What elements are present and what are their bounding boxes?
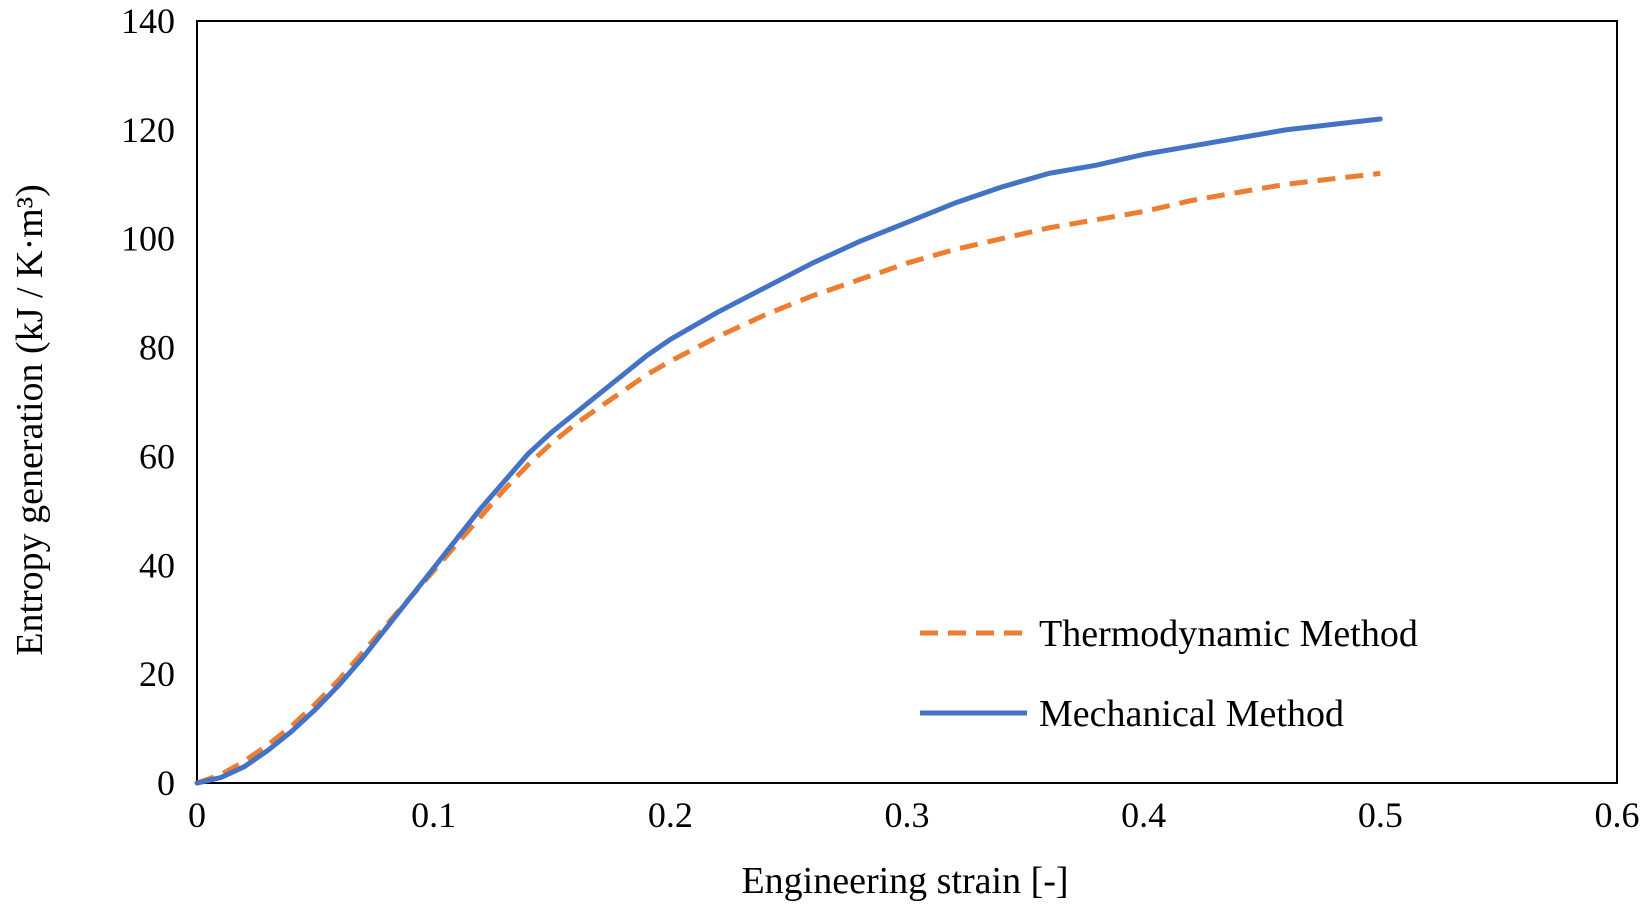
y-tick-label: 120 xyxy=(121,110,175,150)
y-tick-label: 100 xyxy=(121,219,175,259)
legend: Thermodynamic Method Mechanical Method xyxy=(920,613,1418,735)
x-tick-label: 0.6 xyxy=(1595,795,1640,835)
x-axis-ticks: 0 0.1 0.2 0.3 0.4 0.5 0.6 xyxy=(188,795,1640,835)
mechanical-series-line xyxy=(194,116,1383,786)
y-tick-label: 20 xyxy=(139,654,175,694)
y-tick-label: 40 xyxy=(139,545,175,585)
y-tick-label: 0 xyxy=(157,763,175,803)
legend-thermodynamic-label: Thermodynamic Method xyxy=(1039,613,1418,655)
x-tick-label: 0.1 xyxy=(411,795,456,835)
x-tick-label: 0.5 xyxy=(1358,795,1403,835)
y-tick-label: 80 xyxy=(139,328,175,368)
plot-area-frame xyxy=(196,20,1618,784)
x-axis-title: Engineering strain [-] xyxy=(741,860,1068,902)
y-axis-ticks: 0 20 40 60 80 100 120 140 xyxy=(121,1,175,803)
y-tick-label: 60 xyxy=(139,436,175,476)
x-tick-label: 0.2 xyxy=(648,795,693,835)
y-axis-title: Entropy generation (kJ / K·m³) xyxy=(9,184,51,656)
x-tick-label: 0.4 xyxy=(1121,795,1166,835)
x-tick-label: 0 xyxy=(188,795,206,835)
y-tick-label: 140 xyxy=(121,1,175,41)
legend-mechanical-label: Mechanical Method xyxy=(1039,693,1344,735)
x-tick-label: 0.3 xyxy=(885,795,930,835)
series-layer xyxy=(194,116,1383,786)
thermodynamic-series-line xyxy=(196,170,1381,786)
